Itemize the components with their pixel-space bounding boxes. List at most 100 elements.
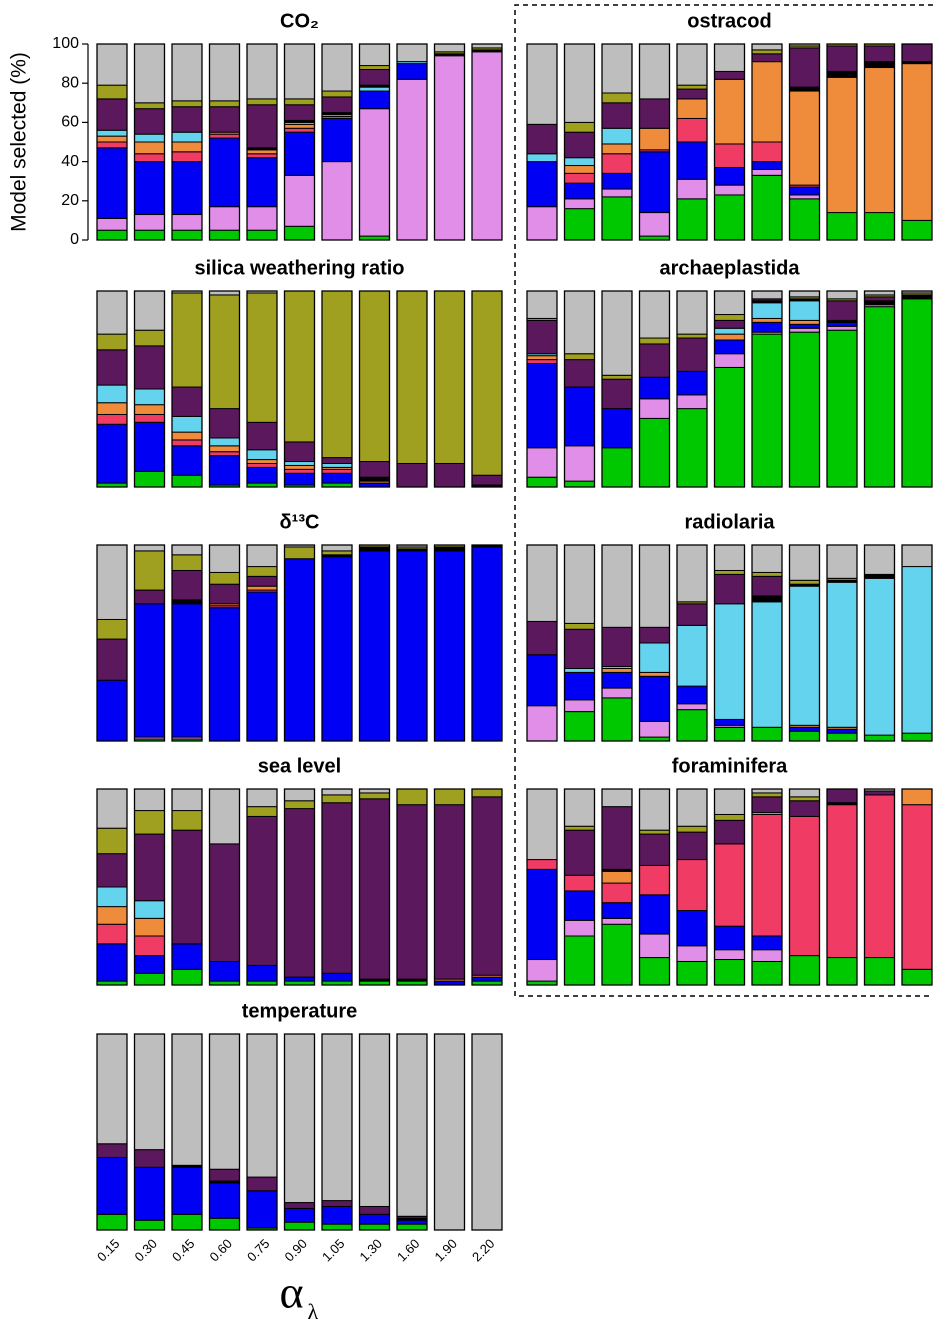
bar-segment: [209, 133, 240, 139]
bar-segment: [789, 90, 820, 186]
bar-segment: [526, 654, 558, 707]
bar-segment: [751, 43, 783, 51]
bar-segment: [134, 955, 165, 974]
bar-outline: [713, 290, 746, 488]
bar-segment: [564, 874, 595, 892]
bar-segment: [714, 366, 745, 488]
bar-segment: [134, 544, 165, 552]
bar-segment: [134, 900, 165, 919]
bar-segment: [639, 398, 670, 419]
bar-outline: [471, 290, 503, 488]
bar-segment: [676, 831, 708, 861]
bar-outline: [563, 544, 596, 742]
bar-segment: [434, 1033, 465, 1231]
bar-segment: [526, 359, 558, 365]
bar-outline: [713, 788, 746, 986]
bar-segment: [601, 153, 633, 174]
bar-segment: [789, 198, 820, 241]
bar-segment: [751, 302, 783, 319]
bar-segment: [826, 788, 858, 804]
bar-segment: [134, 229, 165, 241]
bar-segment: [134, 1149, 165, 1168]
bar-segment: [471, 474, 503, 486]
bar-segment: [434, 43, 465, 53]
bar-segment: [171, 554, 203, 571]
x-tick-label: 2.20: [469, 1236, 498, 1265]
bar-segment: [901, 294, 933, 300]
bar-segment: [601, 882, 633, 904]
bar-segment: [134, 404, 165, 415]
bar-segment: [564, 386, 595, 447]
bar-outline: [788, 788, 821, 986]
bar-segment: [209, 294, 240, 410]
bar-segment: [751, 571, 783, 577]
bar-segment: [526, 43, 558, 125]
bar-segment: [714, 78, 745, 145]
bar-segment: [601, 626, 633, 668]
bar-segment: [134, 470, 165, 488]
bar-segment: [714, 290, 745, 316]
bar-segment: [714, 813, 745, 821]
bar-outline: [433, 290, 466, 488]
bar-segment: [676, 394, 708, 410]
bar-segment: [639, 151, 670, 214]
panel-title: sea level: [258, 755, 341, 777]
bar-segment: [639, 127, 670, 151]
bar-segment: [676, 178, 708, 200]
bar-segment: [134, 603, 165, 738]
x-tick-label: 1.90: [432, 1236, 461, 1265]
bar-segment: [284, 800, 315, 810]
bar-segment: [171, 229, 203, 241]
bar-segment: [434, 55, 465, 241]
bar-segment: [639, 376, 670, 400]
bar-segment: [564, 182, 595, 200]
bar-segment: [676, 84, 708, 90]
bar-segment: [321, 788, 353, 796]
bar-outline: [208, 1033, 241, 1231]
bar-outline: [901, 788, 933, 986]
bar-segment: [96, 1143, 128, 1158]
bar-outline: [208, 788, 241, 986]
bar-outline: [321, 544, 353, 742]
bar-segment: [564, 825, 595, 831]
bar-outline: [246, 43, 278, 241]
x-tick-label: 1.05: [319, 1236, 348, 1265]
bar-segment: [246, 591, 278, 742]
bar-segment: [246, 104, 278, 149]
bar-segment: [246, 964, 278, 982]
bar-segment: [321, 802, 353, 974]
bar-outline: [863, 544, 896, 742]
bar-segment: [321, 794, 353, 804]
bar-segment: [751, 161, 783, 170]
bar-outline: [563, 43, 596, 241]
bar-segment: [639, 675, 670, 722]
bar-segment: [321, 972, 353, 982]
bar-segment: [96, 886, 128, 908]
bar-outline: [246, 290, 278, 488]
bar-outline: [863, 43, 896, 241]
bar-segment: [171, 1166, 203, 1215]
bar-segment: [171, 214, 203, 231]
bar-outline: [601, 544, 633, 742]
bar-segment: [826, 728, 858, 734]
bar-segment: [714, 43, 745, 72]
bar-segment: [396, 1219, 428, 1225]
bar-segment: [789, 323, 820, 329]
bar-outline: [396, 290, 428, 488]
bar-segment: [601, 806, 633, 870]
bar-segment: [96, 788, 128, 829]
bar-segment: [209, 1033, 240, 1170]
bar-segment: [246, 788, 278, 808]
bar-segment: [171, 1033, 203, 1166]
bar-outline: [826, 788, 858, 986]
bar-segment: [601, 544, 633, 628]
bar-segment: [321, 1223, 353, 1231]
bar-segment: [134, 43, 165, 104]
bar-outline: [638, 290, 671, 488]
bar-segment: [639, 544, 670, 628]
bar-segment: [284, 464, 315, 470]
bar-segment: [639, 642, 670, 673]
y-tick-label: 40: [61, 153, 79, 170]
bar-segment: [751, 575, 783, 597]
bar-segment: [826, 804, 858, 959]
